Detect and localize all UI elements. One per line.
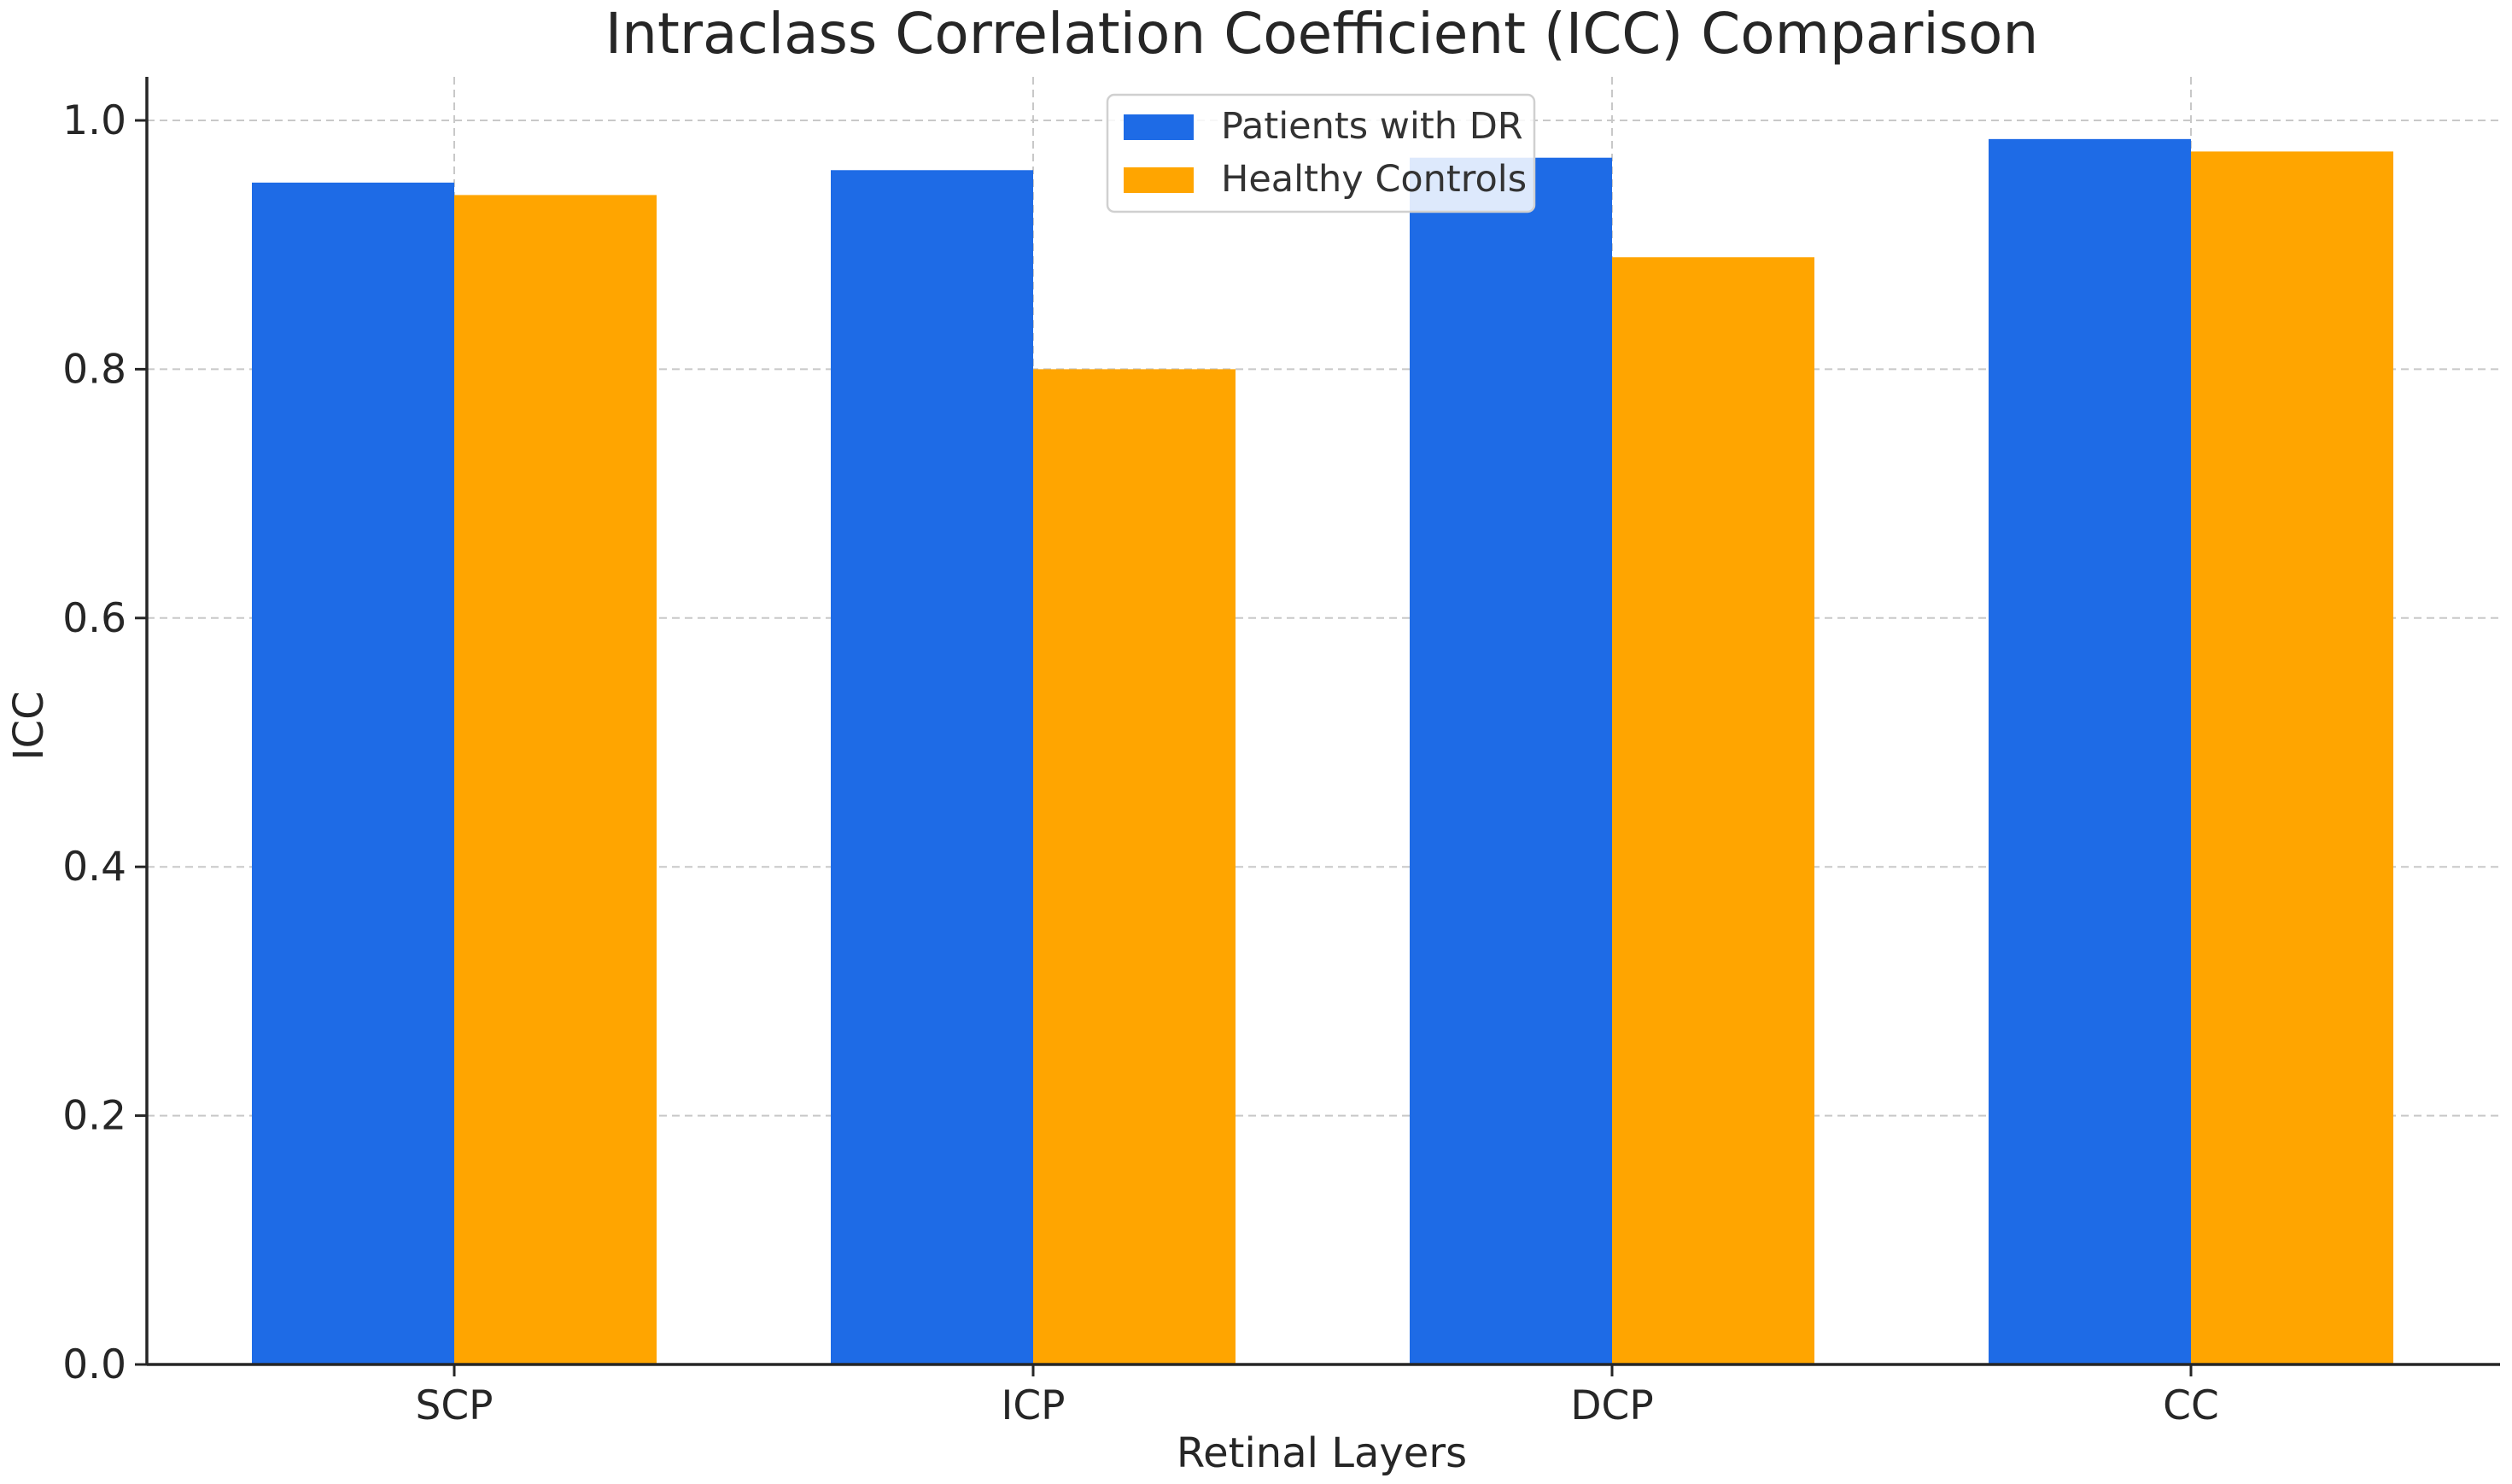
x-axis-ticks: SCP ICP DCP CC	[416, 1364, 2219, 1429]
y-tick-label: 0.0	[62, 1341, 126, 1388]
y-axis-label: ICC	[5, 691, 53, 760]
y-tick-label: 0.8	[62, 346, 126, 393]
x-tick-label-scp: SCP	[416, 1382, 494, 1429]
chart-title: Intraclass Correlation Coefficient (ICC)…	[605, 1, 2039, 67]
y-axis-ticks: 0.0 0.2 0.4 0.6 0.8 1.0	[62, 97, 147, 1388]
legend-label-healthy-controls: Healthy Controls	[1221, 158, 1527, 201]
bar-healthy-controls-dcp	[1612, 257, 1814, 1365]
bar-patients-with-dr-icp	[831, 170, 1033, 1364]
y-tick-label: 0.6	[62, 595, 126, 642]
legend: Patients with DR Healthy Controls	[1106, 93, 1536, 213]
bar-patients-with-dr-dcp	[1410, 157, 1612, 1364]
x-axis-label: Retinal Layers	[1177, 1429, 1467, 1477]
x-tick-label-dcp: DCP	[1570, 1382, 1653, 1429]
x-tick-label-icp: ICP	[1001, 1382, 1065, 1429]
bar-healthy-controls-icp	[1033, 369, 1236, 1365]
x-tick-label-cc: CC	[2163, 1382, 2219, 1429]
y-tick-label: 0.2	[62, 1093, 126, 1140]
legend-label-patients-with-dr: Patients with DR	[1221, 105, 1523, 148]
bar-patients-with-dr-scp	[252, 182, 454, 1364]
legend-frame	[1106, 93, 1536, 213]
legend-swatch-patients-with-dr	[1124, 114, 1194, 140]
y-tick-label: 1.0	[62, 97, 126, 144]
bar-patients-with-dr-cc	[1989, 138, 2191, 1365]
legend-swatch-healthy-controls	[1124, 167, 1194, 193]
bar-groups	[252, 138, 2393, 1365]
bar-healthy-controls-cc	[2191, 151, 2393, 1364]
y-tick-label: 0.4	[62, 844, 126, 891]
bar-healthy-controls-scp	[454, 195, 657, 1364]
